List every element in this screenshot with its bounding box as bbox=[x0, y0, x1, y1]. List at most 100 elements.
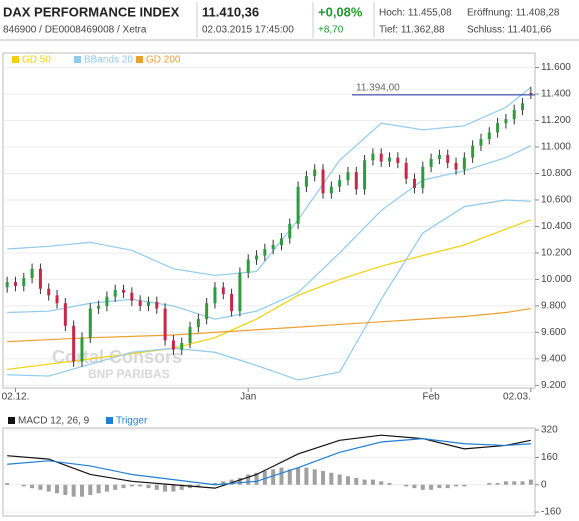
candle-body bbox=[304, 176, 308, 187]
histogram-bar bbox=[312, 469, 317, 485]
histogram-bar bbox=[271, 469, 276, 485]
candle-body bbox=[246, 259, 250, 273]
candle-body bbox=[271, 244, 275, 249]
histogram-bar bbox=[412, 484, 417, 489]
close: Schluss: 11.401,66 bbox=[467, 25, 552, 36]
candle-body bbox=[279, 238, 283, 245]
candle-body bbox=[230, 293, 234, 312]
y-tick-label: 9.400 bbox=[541, 354, 566, 365]
histogram-bar bbox=[495, 483, 500, 485]
candle-body bbox=[171, 340, 175, 350]
macd-panel bbox=[2, 427, 536, 517]
title: DAX PERFORMANCE INDEX bbox=[3, 4, 180, 19]
candle-body bbox=[263, 248, 267, 256]
candle-body bbox=[371, 153, 375, 161]
histogram-bar bbox=[445, 484, 450, 489]
histogram-bar bbox=[370, 479, 375, 485]
candle-body bbox=[72, 325, 76, 362]
candle-body bbox=[471, 145, 475, 158]
y-tick-label: 9.600 bbox=[541, 327, 566, 338]
legend-swatch bbox=[136, 56, 143, 63]
candle-body bbox=[88, 308, 92, 338]
candle-body bbox=[296, 186, 300, 224]
histogram-bar bbox=[171, 484, 176, 492]
histogram-bar bbox=[246, 474, 251, 485]
candle-body bbox=[487, 132, 491, 140]
low: Tief: 11.362,88 bbox=[379, 25, 445, 36]
legend-label: MACD 12, 26, 9 bbox=[18, 416, 90, 427]
y-tick-label: 11.200 bbox=[541, 115, 571, 126]
histogram-bar bbox=[429, 484, 434, 490]
candle-body bbox=[205, 303, 209, 320]
open: Eröffnung: 11.408,28 bbox=[467, 8, 560, 19]
candle-body bbox=[379, 153, 383, 162]
candle-body bbox=[113, 290, 117, 297]
x-tick-label: Jan bbox=[240, 392, 256, 403]
candle-body bbox=[130, 292, 134, 301]
histogram-bar bbox=[528, 479, 533, 485]
candle-body bbox=[404, 162, 408, 179]
histogram-bar bbox=[254, 472, 259, 485]
candle-body bbox=[454, 162, 458, 170]
candle-body bbox=[22, 278, 26, 287]
y-tick-label: 320 bbox=[541, 425, 558, 436]
x-tick-label: 02.03. bbox=[503, 392, 531, 403]
y-tick-label: 9.800 bbox=[541, 301, 566, 312]
y-tick-label: 10.600 bbox=[541, 195, 572, 206]
histogram-bar bbox=[104, 484, 109, 492]
candle-body bbox=[213, 287, 217, 304]
candle-body bbox=[155, 301, 159, 309]
candle-body bbox=[55, 295, 59, 304]
histogram-bar bbox=[337, 474, 342, 485]
histogram-bar bbox=[503, 481, 508, 485]
candle-body bbox=[346, 172, 350, 181]
y-tick-label: 11.400 bbox=[541, 89, 571, 100]
histogram-bar bbox=[321, 471, 326, 485]
histogram-bar bbox=[121, 484, 126, 489]
histogram-bar bbox=[63, 484, 68, 495]
histogram-bar bbox=[138, 484, 143, 487]
histogram-bar bbox=[387, 483, 392, 485]
candle-body bbox=[188, 327, 192, 343]
candle-body bbox=[329, 186, 333, 194]
histogram-bar bbox=[129, 484, 134, 487]
legend-swatch bbox=[74, 56, 81, 63]
candle-body bbox=[321, 169, 325, 194]
candle-body bbox=[421, 166, 425, 189]
candle-body bbox=[255, 255, 259, 260]
indicator-line bbox=[7, 307, 531, 343]
candle-body bbox=[163, 308, 167, 341]
price: 11.410,36 bbox=[202, 4, 259, 19]
histogram-bar bbox=[96, 484, 101, 494]
candle-body bbox=[238, 272, 242, 312]
histogram-bar bbox=[146, 484, 151, 489]
histogram-bar bbox=[88, 484, 93, 495]
candle-body bbox=[196, 319, 200, 328]
histogram-bar bbox=[38, 484, 43, 490]
histogram-bar bbox=[221, 481, 226, 485]
y-tick-label: 11.600 bbox=[541, 62, 571, 73]
candle-body bbox=[512, 109, 516, 120]
histogram-bar bbox=[404, 484, 409, 487]
histogram-bar bbox=[437, 484, 442, 489]
candle-body bbox=[338, 180, 342, 187]
histogram-bar bbox=[454, 484, 459, 487]
histogram-bar bbox=[21, 484, 26, 487]
histogram-bar bbox=[462, 484, 467, 487]
candle-body bbox=[63, 303, 67, 326]
legend-label: GD 50 bbox=[22, 55, 51, 66]
y-tick-label: 9.200 bbox=[541, 380, 566, 391]
candle-body bbox=[30, 268, 34, 279]
candle-body bbox=[437, 154, 441, 159]
candle-body bbox=[313, 169, 317, 177]
candle-body bbox=[412, 178, 416, 189]
histogram-bar bbox=[46, 484, 51, 492]
histogram-bar bbox=[196, 484, 201, 487]
candle-body bbox=[354, 172, 358, 190]
candle-body bbox=[388, 157, 392, 162]
histogram-bar bbox=[71, 484, 76, 497]
candle-body bbox=[288, 223, 292, 239]
candle-body bbox=[38, 268, 42, 289]
macd-line bbox=[7, 437, 531, 486]
